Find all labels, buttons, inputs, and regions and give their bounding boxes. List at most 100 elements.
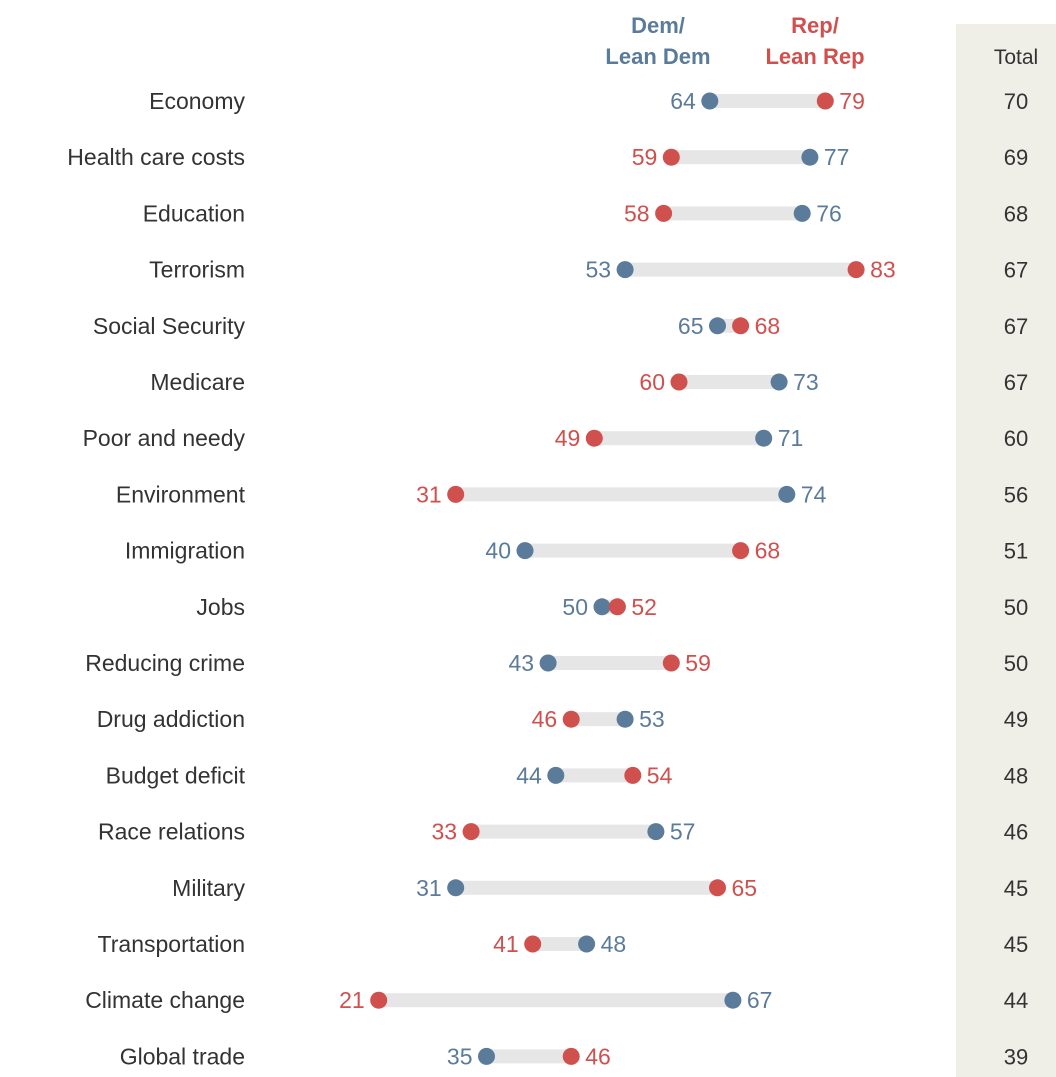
rep-value-label: 46 (585, 1043, 611, 1069)
dem-value-label: 53 (586, 257, 612, 283)
dem-dot (755, 429, 773, 447)
dem-dot (539, 654, 557, 672)
dem-dot (709, 317, 726, 335)
dem-dot (478, 1047, 495, 1065)
category-label: Climate change (85, 987, 245, 1013)
range-bar (471, 824, 656, 839)
rep-dot (709, 879, 726, 897)
chart-row: Climate change 21 67 44 (85, 987, 1028, 1013)
rep-value-label: 52 (631, 594, 657, 620)
dem-dot (516, 542, 534, 560)
rep-dot (585, 429, 603, 447)
category-label: Terrorism (149, 257, 245, 283)
rep-value-label: 46 (532, 706, 558, 732)
range-bar (709, 94, 826, 108)
chart-row: Budget deficit 44 54 48 (106, 762, 1029, 788)
range-bar (671, 150, 810, 165)
range-bar (455, 880, 718, 895)
total-header: Total (994, 46, 1038, 69)
dem-dot (724, 991, 742, 1009)
total-value: 45 (1004, 876, 1028, 901)
category-label: Drug addiction (97, 706, 245, 732)
range-bar (486, 1049, 572, 1064)
dem-value-label: 35 (447, 1043, 473, 1069)
chart-row: Medicare 60 73 67 (150, 369, 1028, 395)
dem-value-label: 71 (778, 425, 804, 451)
dem-value-label: 74 (801, 481, 827, 507)
rep-value-label: 59 (685, 650, 711, 676)
rep-value-label: 68 (755, 313, 781, 339)
dem-value-label: 40 (485, 538, 511, 564)
dem-dot (770, 373, 788, 391)
rep-value-label: 60 (639, 369, 665, 395)
legend-rep-line1: Rep/ (791, 13, 839, 38)
total-value: 45 (1004, 932, 1028, 957)
legend-dem-line1: Dem/ (631, 13, 685, 38)
rep-value-label: 54 (647, 762, 673, 788)
dem-dot (701, 92, 719, 110)
dem-value-label: 65 (678, 313, 704, 339)
total-value: 67 (1004, 314, 1028, 339)
chart-row: Reducing crime 43 59 50 (85, 650, 1028, 676)
range-bar (663, 206, 803, 221)
dem-value-label: 44 (516, 762, 542, 788)
category-label: Health care costs (67, 144, 245, 170)
category-label: Global trade (120, 1043, 245, 1069)
range-bar (378, 993, 733, 1008)
total-value: 70 (1004, 89, 1028, 114)
range-bar (679, 375, 780, 389)
total-value: 68 (1004, 201, 1028, 226)
rep-dot (816, 92, 834, 110)
total-value: 48 (1004, 763, 1028, 788)
rep-dot (370, 991, 388, 1009)
category-label: Social Security (93, 313, 246, 339)
chart-row: Poor and needy 49 71 60 (83, 425, 1029, 451)
dem-value-label: 50 (562, 594, 588, 620)
dem-value-label: 67 (747, 987, 773, 1013)
category-label: Medicare (150, 369, 245, 395)
rep-dot (662, 148, 680, 166)
chart-row: Transportation 41 48 45 (98, 931, 1029, 957)
category-label: Environment (116, 481, 246, 507)
dem-value-label: 64 (670, 88, 696, 114)
total-value: 50 (1004, 651, 1028, 676)
chart-row: Social Security 65 68 67 (93, 313, 1028, 339)
dem-value-label: 43 (509, 650, 535, 676)
dem-dot (578, 935, 596, 953)
rep-dot (624, 766, 642, 784)
dem-dot (793, 204, 811, 222)
dem-dot (647, 823, 665, 841)
category-label: Jobs (196, 594, 245, 620)
dem-dot (616, 710, 634, 728)
dem-dot (778, 485, 796, 503)
dem-dot (593, 598, 611, 616)
total-value: 46 (1004, 820, 1028, 845)
rep-dot (732, 542, 750, 560)
total-value: 44 (1004, 988, 1028, 1013)
rep-value-label: 33 (432, 819, 458, 845)
rep-dot (462, 823, 480, 841)
rep-value-label: 59 (632, 144, 658, 170)
rep-value-label: 21 (339, 987, 365, 1013)
legend-rep-line2: Lean Rep (765, 44, 864, 69)
chart-row: Race relations 33 57 46 (98, 819, 1028, 845)
rep-value-label: 49 (555, 425, 581, 451)
dem-value-label: 73 (793, 369, 819, 395)
rep-dot (662, 654, 680, 672)
category-label: Reducing crime (85, 650, 245, 676)
category-label: Race relations (98, 819, 245, 845)
range-bar (555, 768, 633, 783)
total-value: 56 (1004, 482, 1028, 507)
rep-dot (608, 598, 626, 616)
range-bar (548, 656, 672, 670)
category-label: Military (172, 875, 245, 901)
category-label: Economy (149, 88, 245, 114)
rep-value-label: 41 (493, 931, 519, 957)
range-bar (532, 937, 587, 951)
dem-dot (616, 261, 634, 279)
rep-value-label: 31 (416, 481, 442, 507)
rep-dot (670, 373, 688, 391)
rep-value-label: 83 (870, 257, 896, 283)
dem-value-label: 31 (416, 875, 442, 901)
